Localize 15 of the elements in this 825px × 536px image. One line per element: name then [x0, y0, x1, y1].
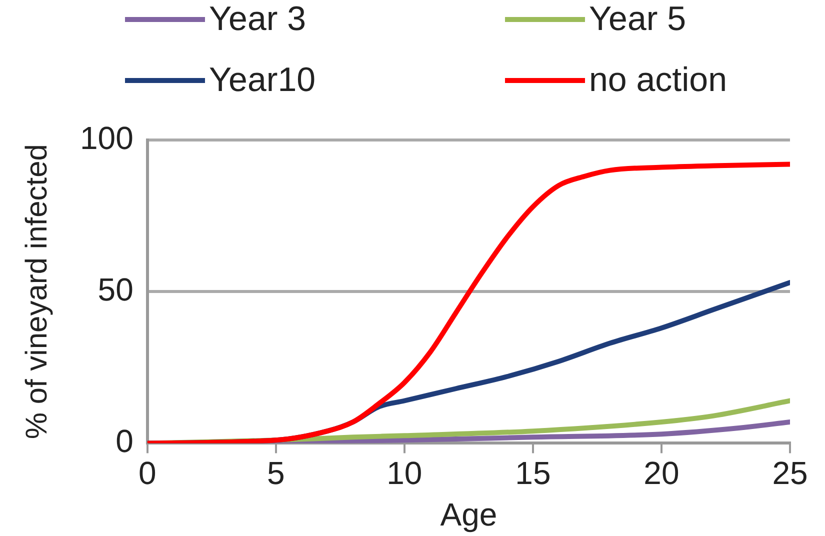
legend-label: no action	[589, 61, 727, 100]
y-axis-title: % of vineyard infected	[20, 144, 54, 440]
y-tick-label: 50	[98, 271, 134, 308]
legend-label: Year10	[209, 61, 316, 100]
y-tick-label: 100	[80, 120, 134, 156]
legend-label: Year 3	[209, 0, 306, 39]
x-tick-label: 25	[772, 455, 808, 492]
x-tick-label: 15	[515, 455, 551, 492]
x-tick-label: 5	[267, 455, 285, 492]
x-axis-title: Age	[440, 496, 498, 533]
y-tick-label: 0	[116, 423, 134, 460]
x-tick-label: 10	[386, 455, 422, 492]
x-tick-label: 0	[138, 455, 156, 492]
legend-label: Year 5	[589, 0, 686, 39]
x-tick-label: 20	[644, 455, 680, 492]
